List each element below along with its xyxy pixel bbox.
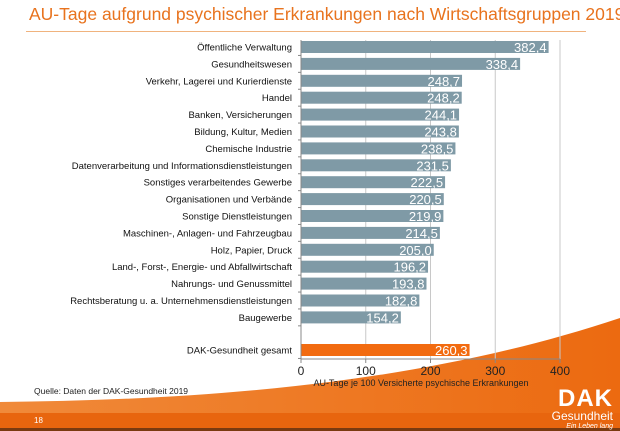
category-category-label: Sonstiges verarbeitendes Gewerbe (144, 178, 292, 189)
category-value-label: 154,2 (366, 310, 399, 325)
total-bar (301, 344, 470, 356)
category-category-label: Nahrungs- und Genussmittel (171, 279, 292, 290)
category-value-label: 248,7 (427, 74, 460, 89)
category-category-label: Sonstige Dienstleistungen (182, 212, 292, 223)
category-category-label: Datenverarbeitung und Informationsdienst… (72, 161, 292, 172)
category-bar (301, 210, 444, 222)
category-category-label: Land-, Forst-, Energie- und Abfallwirtsc… (112, 262, 292, 273)
total-value-label: 260,3 (435, 343, 468, 358)
logo-name: Gesundheit (551, 409, 613, 423)
category-value-label: 231,5 (416, 158, 449, 173)
category-value-label: 214,5 (405, 226, 438, 241)
chart-title: AU-Tage aufgrund psychischer Erkrankunge… (29, 4, 620, 24)
total-category-label: DAK-Gesundheit gesamt (187, 346, 292, 357)
category-value-label: 244,1 (425, 108, 458, 123)
category-bar (301, 74, 463, 87)
footer-band (0, 413, 620, 431)
category-value-label: 243,8 (424, 125, 457, 140)
x-axis-label: AU-Tage je 100 Versicherte psychische Er… (313, 378, 528, 388)
category-category-label: Maschinen-, Anlagen- und Fahrzeugbau (123, 228, 292, 239)
logo-slogan: Ein Leben lang (566, 423, 613, 430)
footer-edge (0, 428, 620, 431)
footer-wave (0, 318, 620, 431)
x-tick-label: 0 (298, 364, 305, 378)
category-value-label: 182,8 (385, 294, 418, 309)
category-value-label: 205,0 (399, 243, 432, 258)
x-tick-label: 300 (485, 364, 505, 378)
category-bar (301, 243, 434, 256)
x-tick-label: 200 (420, 364, 440, 378)
x-tick-label: 400 (550, 364, 570, 378)
category-bar (301, 176, 446, 189)
logo-brand: DAK (558, 385, 613, 412)
x-tick-label: 100 (356, 364, 376, 378)
category-bar (301, 125, 459, 138)
category-value-label: 382,4 (514, 40, 547, 55)
category-bar (301, 57, 521, 70)
category-bar (301, 91, 462, 104)
category-bar (301, 159, 451, 172)
category-category-label: Bildung, Kultur, Medien (194, 127, 292, 138)
category-bar (301, 41, 549, 53)
category-category-label: Öffentliche Verwaltung (197, 43, 292, 54)
category-value-label: 338,4 (486, 57, 519, 72)
axis: 0 100 200 300 400 AU-Tage je 100 Versicherte … (298, 40, 570, 388)
category-category-label: Verkehr, Lagerei und Kurierdienste (146, 76, 292, 87)
category-category-label: Banken, Versicherungen (188, 110, 292, 121)
category-category-label: Holz, Papier, Druck (211, 245, 293, 256)
category-category-label: Organisationen und Verbände (166, 195, 292, 206)
source-note: Quelle: Daten der DAK-Gesundheit 2019 (34, 386, 189, 396)
title-divider (26, 31, 586, 32)
category-category-label: Handel (262, 93, 292, 104)
category-bar (301, 193, 444, 206)
category-bar (301, 108, 460, 121)
category-value-label: 196,2 (393, 260, 426, 275)
category-bar (301, 311, 401, 324)
category-value-label: 193,8 (392, 277, 425, 292)
category-value-label: 238,5 (421, 141, 454, 156)
bars: 382,4 Öffentliche Verwaltung 338,4 Gesundhe… (70, 40, 549, 358)
page-number: 18 (34, 416, 43, 425)
category-value-label: 222,5 (411, 175, 444, 190)
category-category-label: Chemische Industrie (205, 144, 292, 155)
category-bar (301, 277, 427, 290)
category-bar (301, 294, 420, 307)
category-category-label: Baugewerbe (239, 313, 292, 324)
dak-logo: DAK Gesundheit Ein Leben lang (541, 385, 613, 431)
category-value-label: 248,2 (427, 91, 460, 106)
category-bar (301, 260, 429, 273)
category-category-label: Gesundheitswesen (211, 59, 292, 70)
category-value-label: 220,5 (409, 192, 442, 207)
category-bar (301, 142, 456, 155)
category-category-label: Rechtsberatung u. a. Unternehmensdienstl… (70, 296, 292, 307)
category-bar (301, 226, 440, 239)
category-value-label: 219,9 (409, 209, 442, 224)
